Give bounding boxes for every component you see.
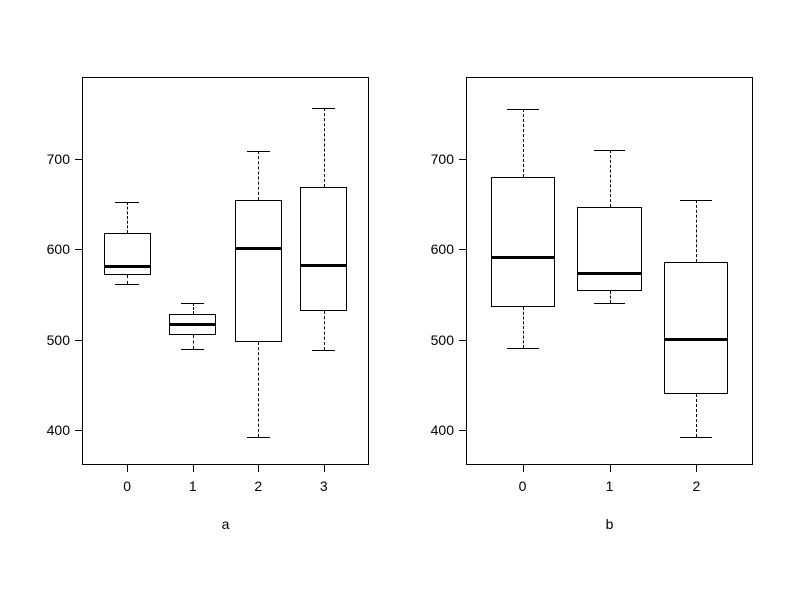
- page: { "figure": { "width": 790, "height": 59…: [0, 0, 790, 592]
- whisker-line: [193, 303, 194, 314]
- x-tick-label: 1: [606, 478, 614, 494]
- y-tick: [75, 159, 82, 160]
- x-tick: [127, 465, 128, 472]
- whisker-cap: [181, 349, 204, 350]
- box: [104, 233, 151, 274]
- plot-b: 400500600700012b: [466, 77, 753, 465]
- x-tick-label: 0: [519, 478, 527, 494]
- y-tick-label: 500: [47, 332, 70, 348]
- whisker-line: [258, 342, 259, 437]
- x-tick-label: 2: [254, 478, 262, 494]
- box: [235, 200, 282, 342]
- median-line: [577, 272, 641, 275]
- y-tick-label: 600: [47, 241, 70, 257]
- x-tick-label: 3: [320, 478, 328, 494]
- whisker-cap: [312, 108, 335, 109]
- y-tick-label: 400: [47, 422, 70, 438]
- whisker-cap: [115, 202, 138, 203]
- plot-a: 4005006007000123a: [82, 77, 369, 465]
- x-tick-label: 1: [189, 478, 197, 494]
- x-axis-line: [127, 464, 324, 465]
- y-tick-label: 400: [431, 422, 454, 438]
- whisker-cap: [594, 150, 626, 151]
- y-tick: [459, 340, 466, 341]
- whisker-line: [127, 202, 128, 234]
- whisker-line: [523, 109, 524, 178]
- whisker-cap: [507, 348, 539, 349]
- median-line: [235, 247, 282, 250]
- median-line: [104, 265, 151, 268]
- y-axis-line: [82, 159, 83, 430]
- box: [491, 177, 555, 307]
- median-line: [491, 256, 555, 259]
- y-tick: [459, 249, 466, 250]
- x-tick: [324, 465, 325, 472]
- whisker-cap: [115, 284, 138, 285]
- y-tick: [75, 430, 82, 431]
- whisker-cap: [247, 437, 270, 438]
- whisker-line: [324, 108, 325, 187]
- whisker-line: [127, 275, 128, 284]
- whisker-cap: [312, 350, 335, 351]
- y-tick-label: 500: [431, 332, 454, 348]
- whisker-cap: [594, 303, 626, 304]
- y-tick-label: 600: [431, 241, 454, 257]
- whisker-cap: [247, 151, 270, 152]
- x-axis-title: b: [606, 516, 614, 532]
- x-tick: [696, 465, 697, 472]
- median-line: [300, 264, 347, 267]
- box: [300, 187, 347, 311]
- y-tick: [459, 430, 466, 431]
- whisker-cap: [181, 303, 204, 304]
- y-tick-label: 700: [47, 151, 70, 167]
- x-tick: [610, 465, 611, 472]
- x-tick: [523, 465, 524, 472]
- median-line: [169, 323, 216, 326]
- x-tick: [258, 465, 259, 472]
- x-axis-title: a: [222, 516, 230, 532]
- x-tick: [193, 465, 194, 472]
- whisker-line: [610, 291, 611, 303]
- x-tick-label: 2: [693, 478, 701, 494]
- whisker-cap: [680, 437, 712, 438]
- whisker-line: [324, 311, 325, 351]
- y-tick: [75, 340, 82, 341]
- median-line: [664, 338, 728, 341]
- whisker-line: [696, 200, 697, 262]
- whisker-line: [523, 307, 524, 348]
- whisker-cap: [507, 109, 539, 110]
- y-tick: [75, 249, 82, 250]
- y-axis-line: [466, 159, 467, 430]
- box: [664, 262, 728, 394]
- x-tick-label: 0: [123, 478, 131, 494]
- y-tick-label: 700: [431, 151, 454, 167]
- whisker-line: [696, 394, 697, 437]
- box: [577, 207, 641, 291]
- whisker-line: [258, 151, 259, 200]
- whisker-line: [193, 335, 194, 349]
- whisker-line: [610, 150, 611, 207]
- y-tick: [459, 159, 466, 160]
- whisker-cap: [680, 200, 712, 201]
